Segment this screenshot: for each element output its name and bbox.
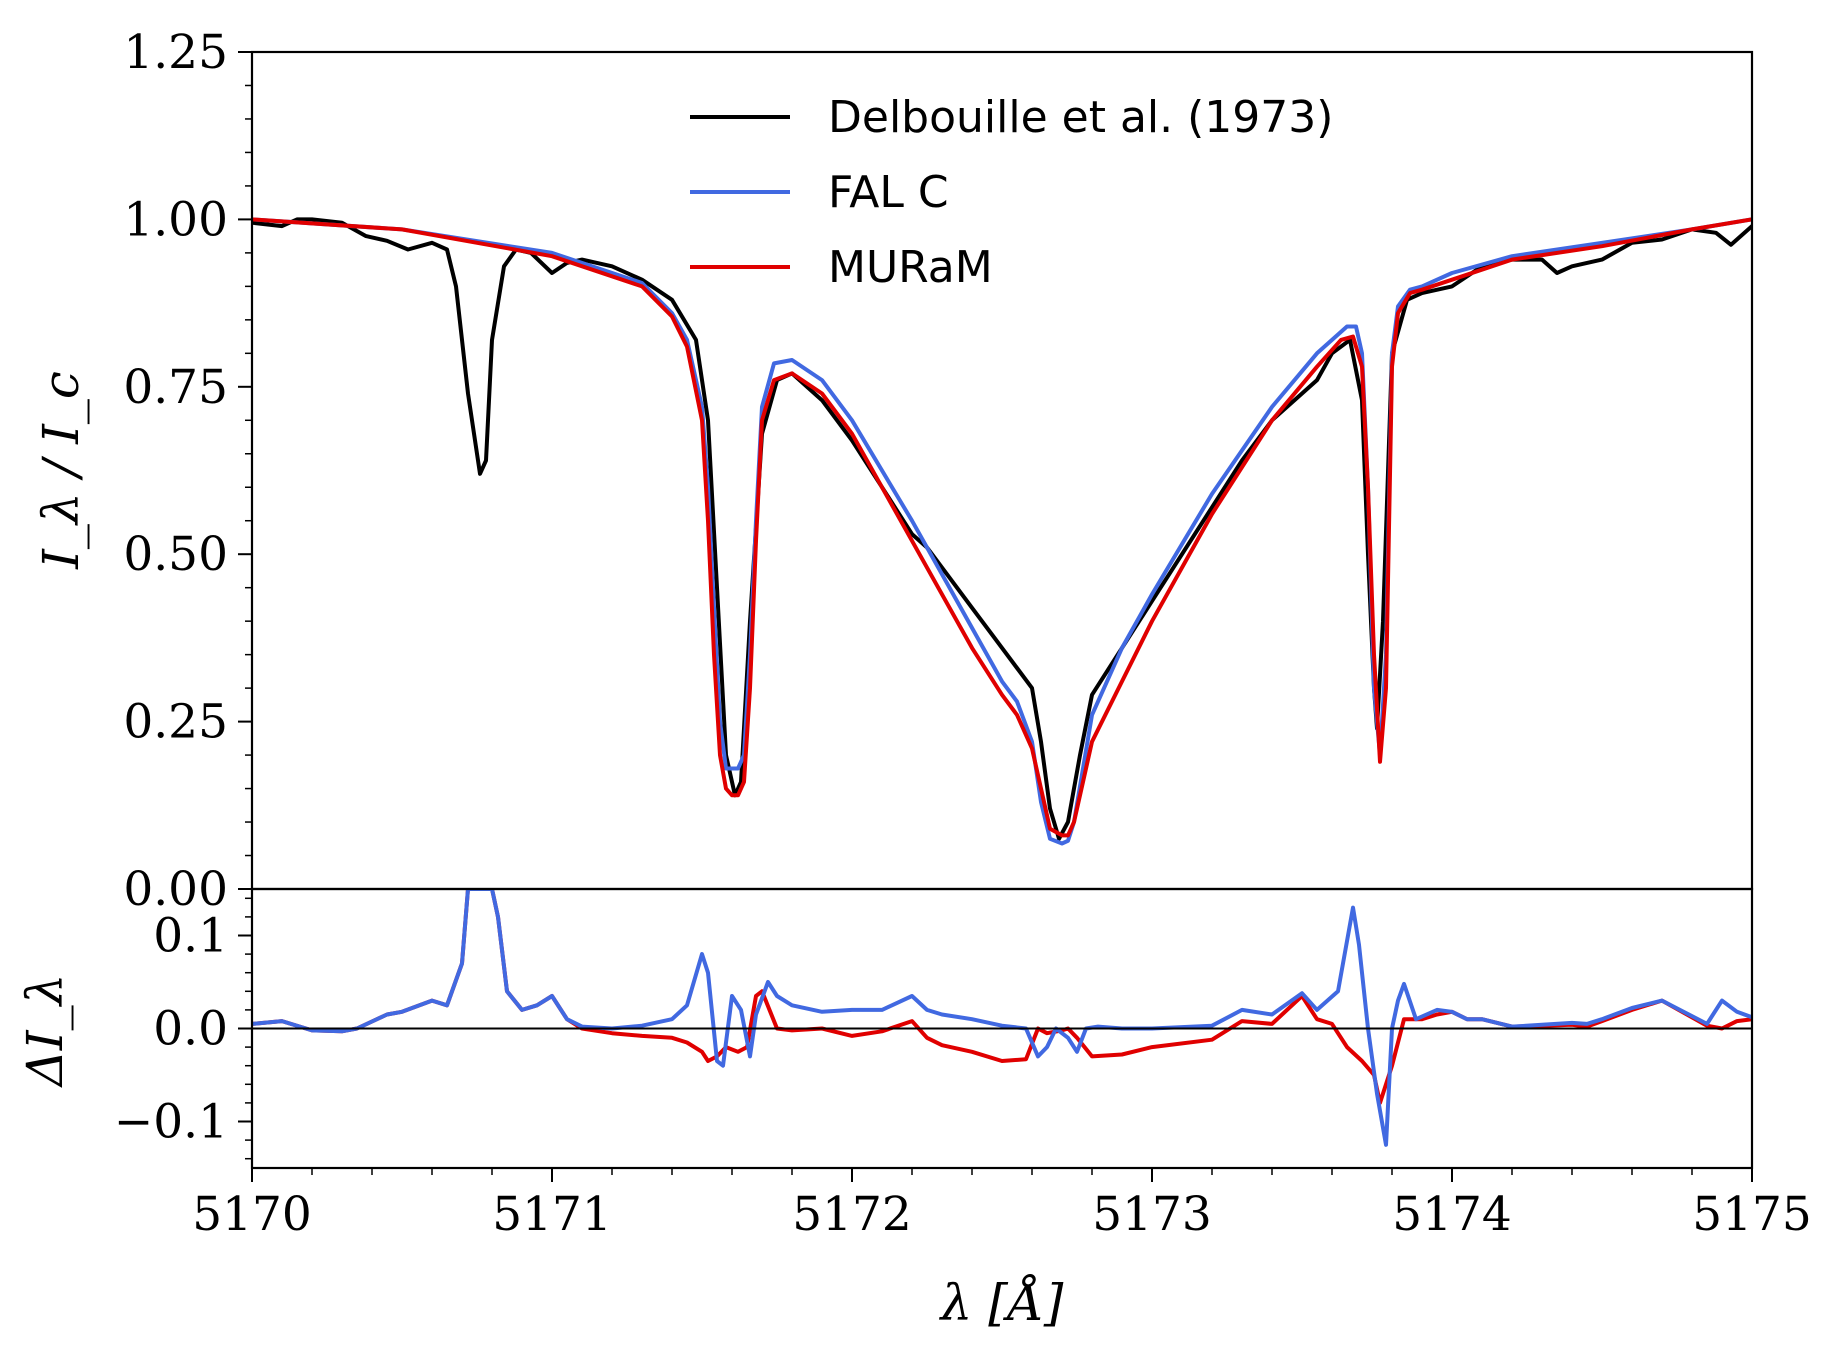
intensity-series (252, 217, 1752, 846)
legend-label-muram: MURaM (828, 242, 993, 293)
intensity-y-tick-label: 1.25 (123, 25, 228, 80)
intensity-y-tick-label: 0.00 (123, 862, 228, 917)
residual-y-tick-label: −0.1 (114, 1095, 228, 1150)
x-tick-label: 5170 (192, 1187, 312, 1242)
x-tick-label: 5172 (792, 1187, 912, 1242)
residual-y-tick-label: 0.0 (153, 1002, 228, 1057)
legend-label-delbouille-et-al-1973: Delbouille et al. (1973) (828, 92, 1333, 143)
intensity-y-tick-label: 1.00 (123, 192, 228, 247)
intensity-y-axis-title: I_λ / I_c (32, 371, 90, 570)
x-ticks (251, 1168, 1753, 1182)
residual-axes-frame (250, 887, 1754, 1170)
intensity-y-tick-label: 0.25 (123, 695, 228, 750)
x-axis-title: λ [Å] (939, 1273, 1064, 1332)
intensity-y-tick-labels: 0.00 0.25 0.50 0.75 1.00 1.25 (123, 25, 228, 917)
x-tick-label: 5174 (1392, 1187, 1512, 1242)
residual-y-axis-title: ΔI_λ (16, 974, 74, 1089)
x-tick-label: 5175 (1692, 1187, 1812, 1242)
x-tick-label: 5171 (492, 1187, 612, 1242)
intensity-series-delbouille-et-al-1973 (252, 217, 1752, 841)
legend: Delbouille et al. (1973) FAL C MURaM (690, 92, 1333, 293)
intensity-y-tick-label: 0.75 (123, 360, 228, 415)
residual-series-fal-c (252, 889, 1752, 1147)
residual-y-tick-labels: −0.1 0.0 0.1 (114, 909, 228, 1150)
residual-y-ticks (238, 897, 252, 1160)
intensity-y-ticks (238, 51, 252, 890)
intensity-series-muram (252, 217, 1752, 838)
residual-panel: −0.1 0.0 0.1 5170 5171 5172 5173 5174 5175 ΔI_λ… (16, 887, 1812, 1332)
residual-y-tick-label: 0.1 (153, 909, 228, 964)
legend-label-fal-c: FAL C (828, 167, 949, 218)
x-tick-label: 5173 (1092, 1187, 1212, 1242)
intensity-panel: 0.00 0.25 0.50 0.75 1.00 1.25 I_λ / I_c (32, 25, 1754, 917)
residual-series (252, 889, 1752, 1147)
intensity-y-tick-label: 0.50 (123, 527, 228, 582)
x-tick-labels: 5170 5171 5172 5173 5174 5175 (192, 1187, 1812, 1242)
